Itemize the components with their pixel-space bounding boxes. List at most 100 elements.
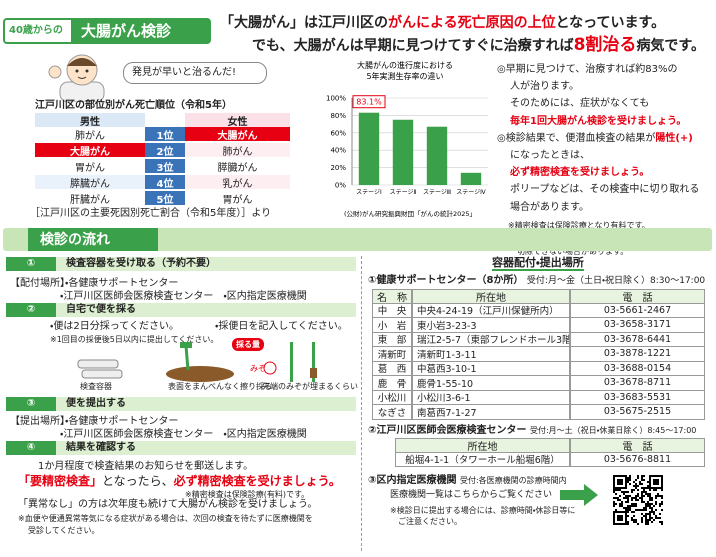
- badge-main-bg: [71, 20, 209, 42]
- qr-module: [649, 479, 651, 481]
- ranking-cell: 胃がん: [185, 191, 290, 206]
- qr-module: [613, 513, 615, 515]
- qr-module: [621, 479, 623, 481]
- qr-module: [635, 519, 637, 521]
- table-cell: 小 岩: [372, 318, 412, 333]
- qr-module: [653, 475, 655, 477]
- flow-title: 検診の流れ: [40, 232, 110, 248]
- qr-module: [649, 513, 651, 515]
- qr-module: [651, 511, 653, 513]
- qr-module: [655, 487, 657, 489]
- segment: 【配付場所】・各健康サポートセンター: [10, 278, 179, 289]
- qr-module: [649, 497, 651, 499]
- qr-module: [619, 511, 621, 513]
- flow-title-bg: [28, 228, 158, 251]
- qr-module: [653, 513, 655, 515]
- qr-module: [649, 483, 651, 485]
- segment: 「大腸がん」は江戸川区の: [220, 15, 388, 31]
- qr-module: [619, 495, 621, 497]
- headline-2: でも、大腸がんは早期に見つけてすぐに治療すれば8割治る病気です。: [252, 36, 705, 55]
- qr-code[interactable]: [610, 472, 666, 528]
- note-line: ポリープなどは、その検査中に切り取れる: [510, 183, 699, 196]
- segment: ◎検診結果で、便潜血検査の結果が: [497, 132, 656, 144]
- qr-module: [637, 485, 639, 487]
- qr-module: [617, 523, 619, 525]
- qr-module: [631, 499, 633, 501]
- qr-module: [631, 517, 633, 519]
- ranking-title: 江戸川区の部位別がん死亡順位（令和5年）: [35, 100, 232, 111]
- table-header: 所在地: [412, 289, 570, 304]
- qr-module: [633, 497, 635, 499]
- qr-module: [621, 515, 623, 517]
- qr-module: [653, 511, 655, 513]
- table-cell: 東小岩3-23-3: [412, 318, 570, 333]
- step-number: ③: [6, 397, 56, 411]
- qr-module: [647, 521, 649, 523]
- qr-module: [637, 475, 639, 477]
- qr-module: [661, 521, 663, 523]
- segment: 必ず精密検査を受けましょう。: [510, 167, 650, 179]
- qr-module: [621, 483, 623, 485]
- qr-module: [629, 495, 631, 497]
- qr-module: [625, 491, 627, 493]
- qr-module: [633, 489, 635, 491]
- qr-module: [619, 475, 621, 477]
- table-cell: 03-3678-8711: [570, 376, 705, 391]
- step-line: 「異常なし」の方は次年度も続けて大腸がん検診を受けましょう。: [18, 498, 317, 511]
- value-label-box: [352, 95, 386, 109]
- qr-module: [649, 475, 651, 477]
- note-line: そのためには、症状がなくても: [510, 97, 649, 110]
- qr-module: [619, 479, 621, 481]
- qr-module: [633, 503, 635, 505]
- step-line: 【配付場所】・各健康サポートセンター: [10, 277, 178, 290]
- qr-module: [619, 483, 621, 485]
- qr-module: [613, 475, 615, 477]
- qr-module: [619, 517, 621, 519]
- qr-module: [651, 475, 653, 477]
- chart: 大腸がんの進行度における 5年実測生存率の違い (公財)がん研究振興財団「がんの…: [326, 60, 488, 218]
- table-header: 電 話: [570, 289, 705, 304]
- qr-module: [635, 485, 637, 487]
- qr-module: [639, 509, 641, 511]
- qr-module: [661, 477, 663, 479]
- qr-module: [613, 515, 615, 517]
- qr-module: [645, 503, 647, 505]
- qr-module: [625, 509, 627, 511]
- ishikai-table: 所在地電 話船堀4-1-1（タワーホール船堀6階） 03-5676-8811: [395, 438, 705, 468]
- qr-module: [657, 495, 659, 497]
- qr-module: [619, 515, 621, 517]
- qr-module: [647, 495, 649, 497]
- qr-module: [613, 521, 615, 523]
- table-cell: 03-3878-1221: [570, 347, 705, 362]
- table-cell: 03-5675-2515: [570, 405, 705, 420]
- qr-module: [635, 509, 637, 511]
- segment: がんによる死亡原因の上位: [388, 15, 556, 31]
- step-title: 便を提出する: [66, 398, 126, 409]
- qr-module: [635, 495, 637, 497]
- qr-module: [627, 515, 629, 517]
- qr-module: [629, 477, 631, 479]
- qr-module: [613, 497, 615, 499]
- qr-module: [661, 523, 663, 525]
- segment: 陽性(+): [655, 132, 693, 144]
- qr-module: [631, 519, 633, 521]
- qr-module: [649, 511, 651, 513]
- qr-module: [661, 497, 663, 499]
- qr-module: [621, 475, 623, 477]
- qr-module: [627, 495, 629, 497]
- qr-module: [633, 485, 635, 487]
- qr-module: [655, 479, 657, 481]
- qr-module: [661, 501, 663, 503]
- clinics-note: ※検診日に提出する場合には、診療時間・休診日等に: [390, 506, 576, 515]
- qr-module: [625, 507, 627, 509]
- qr-module: [625, 511, 627, 513]
- qr-module: [619, 487, 621, 489]
- step-line: ※血便や便通異常等気になる症状がある場合は、次回の検査を待たずに医療機関を: [18, 512, 313, 525]
- qr-module: [653, 483, 655, 485]
- qr-module: [649, 505, 651, 507]
- locations-title: 容器配付・提出場所: [492, 256, 584, 271]
- header-cell: 女性: [185, 113, 290, 127]
- qr-module: [617, 489, 619, 491]
- qr-module: [625, 501, 627, 503]
- table-cell: 03-3678-6441: [570, 332, 705, 347]
